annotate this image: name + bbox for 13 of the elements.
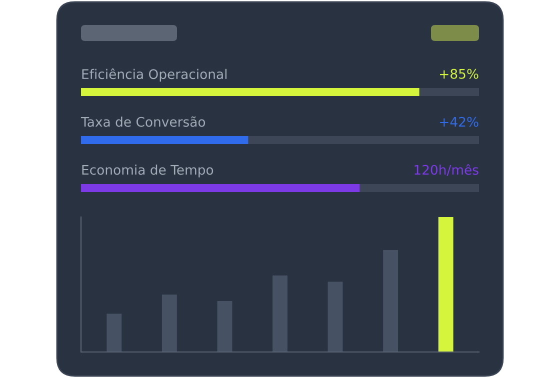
bar — [383, 250, 398, 352]
bar — [162, 294, 177, 352]
bar — [272, 275, 288, 352]
data-label: +42% — [440, 116, 478, 127]
bar — [438, 217, 454, 352]
bar — [217, 300, 232, 352]
y-tick-label: Eficiência Operacional — [82, 68, 227, 82]
y-tick-label: Economia de Tempo — [82, 164, 214, 178]
y-tick-label: Taxa de Conversão — [80, 116, 206, 127]
bar — [106, 314, 122, 352]
data-label: +85% — [440, 68, 478, 79]
bar — [328, 282, 343, 352]
annotation: 120h/mês — [414, 164, 478, 176]
